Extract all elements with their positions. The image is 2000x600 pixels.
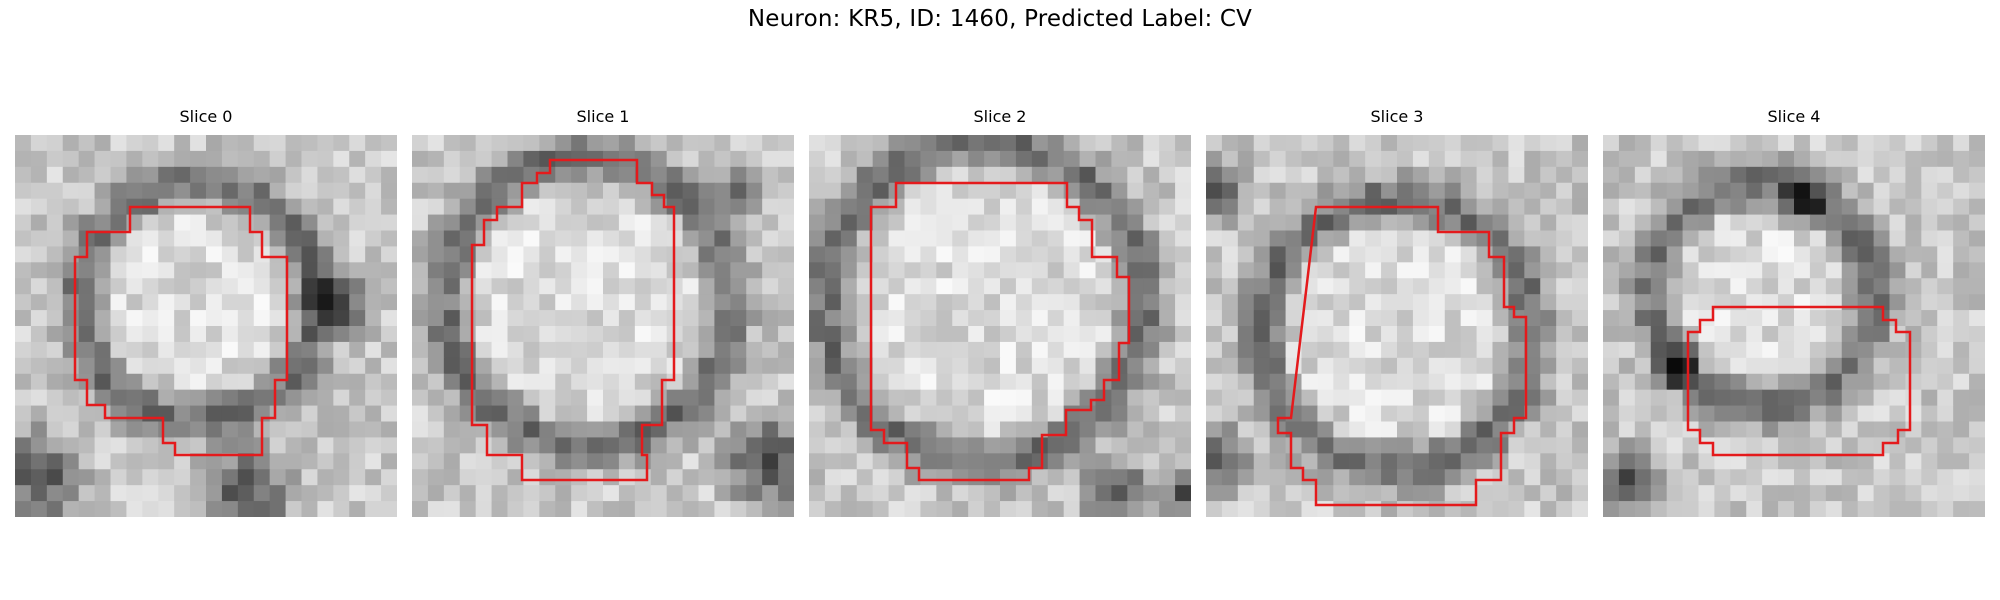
segmentation-contour (1686, 305, 1912, 457)
slice-image-4 (1603, 135, 1985, 517)
slice-image-0 (15, 135, 397, 517)
grayscale-texture (412, 135, 794, 517)
grayscale-texture (15, 135, 397, 517)
slice-title-2: Slice 2 (973, 107, 1027, 126)
slice-title-0: Slice 0 (179, 107, 233, 126)
slice-panel-2: Slice 2 (809, 107, 1191, 517)
slice-image-1 (412, 135, 794, 517)
segmentation-contour (1276, 205, 1528, 507)
segmentation-contour (869, 181, 1131, 482)
slice-panel-3: Slice 3 (1206, 107, 1588, 517)
segmentation-contour (470, 158, 676, 482)
grayscale-texture (1603, 135, 1985, 517)
slice-panel-4: Slice 4 (1603, 107, 1985, 517)
slice-image-2 (809, 135, 1191, 517)
slice-panel-0: Slice 0 (15, 107, 397, 517)
figure-title: Neuron: KR5, ID: 1460, Predicted Label: … (747, 6, 1253, 32)
slice-image-3 (1206, 135, 1588, 517)
grayscale-texture (1206, 135, 1588, 517)
slice-panel-1: Slice 1 (412, 107, 794, 517)
slice-title-1: Slice 1 (576, 107, 630, 126)
segmentation-contour (73, 205, 289, 457)
slice-title-4: Slice 4 (1767, 107, 1821, 126)
grayscale-texture (809, 135, 1191, 517)
slice-title-3: Slice 3 (1370, 107, 1424, 126)
